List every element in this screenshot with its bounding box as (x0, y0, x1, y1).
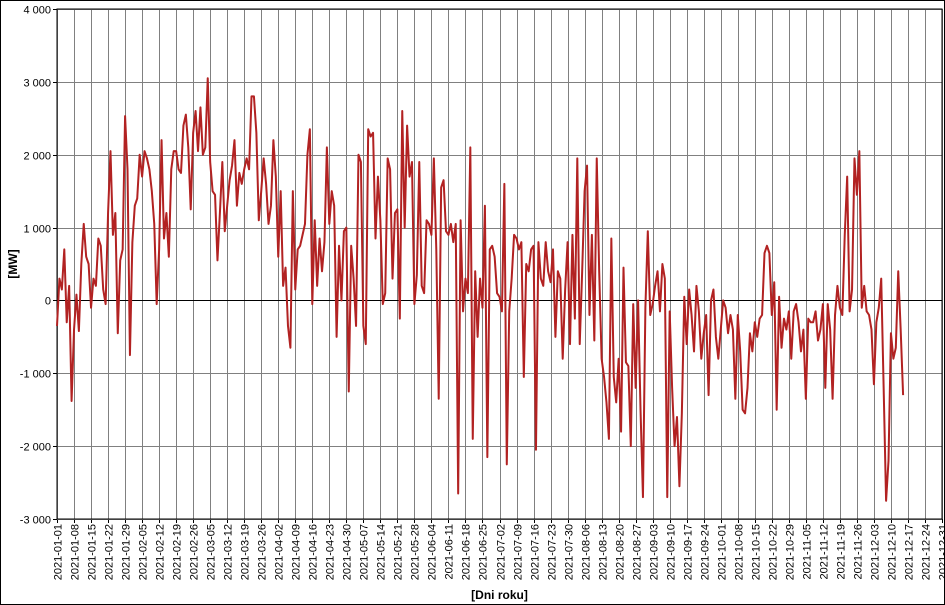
x-tick-label: 2021-12-03 (870, 524, 882, 580)
x-tick-label: 2021-01-08 (70, 524, 82, 580)
x-tick-label: 2021-12-17 (904, 524, 916, 580)
x-tick-label: 2021-10-08 (734, 524, 746, 580)
x-tick-label: 2021-07-30 (564, 524, 576, 580)
x-tick-label: 2021-06-25 (478, 524, 490, 580)
x-tick-label: 2021-02-26 (189, 524, 201, 580)
x-tick-label: 2021-12-10 (887, 524, 899, 580)
y-tick-label: 1 000 (23, 224, 51, 236)
x-tick-label: 2021-05-07 (359, 524, 371, 580)
x-tick-label: 2021-12-24 (921, 524, 933, 580)
x-tick-label: 2021-05-28 (410, 524, 422, 580)
plot-area-border (56, 8, 943, 520)
x-tick-label: 2021-02-19 (172, 524, 184, 580)
x-tick-label: 2021-09-10 (666, 524, 678, 580)
x-tick-label: 2021-02-12 (155, 524, 167, 580)
y-tick-label: 2 000 (23, 151, 51, 163)
x-tick-label: 2021-07-02 (496, 524, 508, 580)
y-tick-label: 3 000 (23, 78, 51, 90)
x-tick-label: 2021-04-16 (308, 524, 320, 580)
y-tick-label: 4 000 (23, 5, 51, 17)
x-tick-label: 2021-04-09 (291, 524, 303, 580)
x-tick-label: 2021-10-01 (717, 524, 729, 580)
x-tick-label: 2021-12-31 (938, 524, 945, 580)
x-tick-label: 2021-07-16 (530, 524, 542, 580)
y-tick-label: -3 000 (20, 515, 51, 527)
x-tick-label: 2021-05-21 (393, 524, 405, 580)
x-tick-label: 2021-06-11 (444, 524, 456, 579)
x-tick-label: 2021-01-29 (121, 524, 133, 580)
y-tick-label: 0 (45, 296, 51, 308)
x-tick-label: 2021-10-22 (768, 524, 780, 580)
x-tick-label: 2021-08-06 (581, 524, 593, 580)
x-tick-label: 2021-01-01 (53, 524, 65, 580)
vertical-gridlines (57, 9, 943, 523)
x-tick-label: 2021-08-20 (615, 524, 627, 580)
x-axis-title: [Dni roku] (471, 588, 528, 602)
horizontal-gridlines (53, 9, 942, 520)
x-tick-label: 2021-10-15 (751, 524, 763, 580)
x-tick-label: 2021-04-23 (325, 524, 337, 580)
x-tick-label: 2021-01-15 (87, 524, 99, 580)
x-tick-label: 2021-09-24 (700, 524, 712, 580)
x-tick-label: 2021-06-18 (461, 524, 473, 580)
x-tick-label: 2021-03-05 (206, 524, 218, 580)
y-axis-tick-labels: 4 000 3 000 2 000 1 000 0 -1 000 -2 000 -3 000 (20, 5, 51, 527)
x-tick-label: 2021-07-09 (513, 524, 525, 580)
series-line (56, 77, 905, 502)
x-tick-label: 2021-03-19 (240, 524, 252, 580)
x-tick-label: 2021-04-02 (274, 524, 286, 580)
x-tick-label: 2021-06-04 (427, 524, 439, 580)
x-tick-label: 2021-11-05 (802, 524, 814, 579)
y-axis-title: [MW] (6, 249, 20, 278)
x-tick-label: 2021-08-13 (598, 524, 610, 580)
x-tick-label: 2021-07-23 (547, 524, 559, 580)
x-tick-label: 2021-03-12 (223, 524, 235, 580)
x-tick-label: 2021-03-26 (257, 524, 269, 580)
x-tick-label: 2021-05-14 (376, 524, 388, 580)
x-tick-label: 2021-09-17 (683, 524, 695, 580)
x-tick-label: 2021-10-29 (785, 524, 797, 580)
x-tick-label: 2021-04-30 (342, 524, 354, 580)
x-tick-label: 2021-11-12 (819, 524, 831, 579)
x-axis-tick-labels: 2021-01-01 2021-01-08 2021-01-15 2021-01-22… (53, 524, 945, 580)
y-tick-label: -1 000 (20, 369, 51, 381)
x-tick-label: 2021-02-05 (138, 524, 150, 580)
x-tick-label: 2021-11-26 (853, 524, 865, 579)
x-tick-label: 2021-08-27 (632, 524, 644, 580)
x-tick-label: 2021-09-03 (649, 524, 661, 580)
x-tick-label: 2021-11-19 (836, 524, 848, 579)
y-tick-label: -2 000 (20, 442, 51, 454)
x-tick-label: 2021-01-22 (104, 524, 116, 580)
